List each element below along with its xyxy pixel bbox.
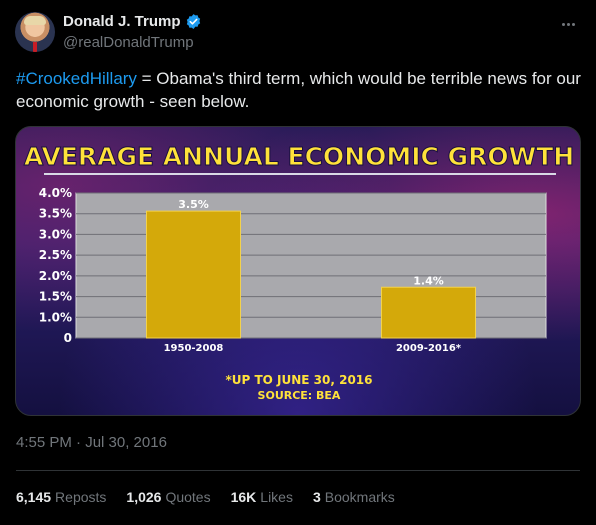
quotes-stat[interactable]: 1,026 Quotes — [126, 489, 210, 505]
x-tick-labels: 1950-2008 2009-2016* — [164, 343, 462, 354]
y-tick-label: 3.0% — [39, 227, 72, 241]
y-tick-labels: 4.0% 3.5% 3.0% 2.5% 2.0% 1.5% 1.0% 0 — [39, 186, 72, 345]
y-tick-label: 1.5% — [39, 290, 72, 304]
more-options-icon[interactable] — [558, 14, 578, 34]
y-tick-label: 1.0% — [39, 310, 72, 324]
tweet-media-image[interactable]: AVERAGE ANNUAL ECONOMIC GROWTH 4.0% 3.5% 3… — [15, 126, 581, 416]
quotes-label: Quotes — [165, 489, 211, 505]
bar — [381, 286, 476, 339]
likes-count: 16K — [230, 489, 257, 505]
bookmarks-label: Bookmarks — [324, 489, 395, 505]
y-tick-label: 0 — [64, 331, 72, 345]
bar-value-label: 3.5% — [178, 198, 209, 211]
author-name-row: Donald J. Trump — [63, 13, 202, 30]
tweet-text: #CrookedHillary = Obama's third term, wh… — [16, 67, 581, 113]
bar — [146, 210, 241, 339]
avatar-hair — [24, 16, 46, 25]
y-tick-label: 2.5% — [39, 248, 72, 262]
bar-chart: AVERAGE ANNUAL ECONOMIC GROWTH 4.0%3.5%3… — [23, 142, 574, 403]
hashtag-link[interactable]: #CrookedHillary — [16, 69, 137, 88]
chart-footnote-date: *UP TO JUNE 30, 2016 — [225, 373, 372, 387]
y-tick-label: 2.0% — [39, 269, 72, 283]
engagement-stats: 6,145 Reposts 1,026 Quotes 16K Likes 3 B… — [16, 489, 415, 505]
verified-badge-icon — [186, 14, 200, 29]
y-tick-label: 4.0% — [39, 186, 72, 200]
bars: 3.5% 1.4% — [146, 198, 476, 339]
avatar-tie — [33, 42, 37, 52]
divider — [16, 470, 580, 471]
tweet-body: = Obama's third term, which would be ter… — [16, 69, 581, 111]
reposts-count: 6,145 — [16, 489, 52, 505]
bookmarks-count: 3 — [312, 489, 321, 505]
likes-stat[interactable]: 16K Likes — [231, 489, 293, 505]
bar-value-label: 1.4% — [413, 274, 444, 287]
y-tick-label: 3.5% — [39, 207, 72, 221]
avatar[interactable] — [15, 12, 55, 52]
bookmarks-stat[interactable]: 3 Bookmarks — [313, 489, 395, 505]
reposts-stat[interactable]: 6,145 Reposts — [16, 489, 106, 505]
likes-label: Likes — [260, 489, 293, 505]
x-tick-label: 2009-2016* — [396, 343, 462, 354]
quotes-count: 1,026 — [126, 489, 162, 505]
chart-footnote-source: SOURCE: BEA — [258, 389, 341, 402]
display-name[interactable]: Donald J. Trump — [63, 13, 181, 30]
tweet-timestamp[interactable]: 4:55 PM · Jul 30, 2016 — [16, 434, 167, 451]
chart-title: AVERAGE ANNUAL ECONOMIC GROWTH — [24, 142, 574, 171]
reposts-label: Reposts — [55, 489, 107, 505]
user-handle[interactable]: @realDonaldTrump — [63, 34, 194, 51]
x-tick-label: 1950-2008 — [164, 343, 224, 354]
